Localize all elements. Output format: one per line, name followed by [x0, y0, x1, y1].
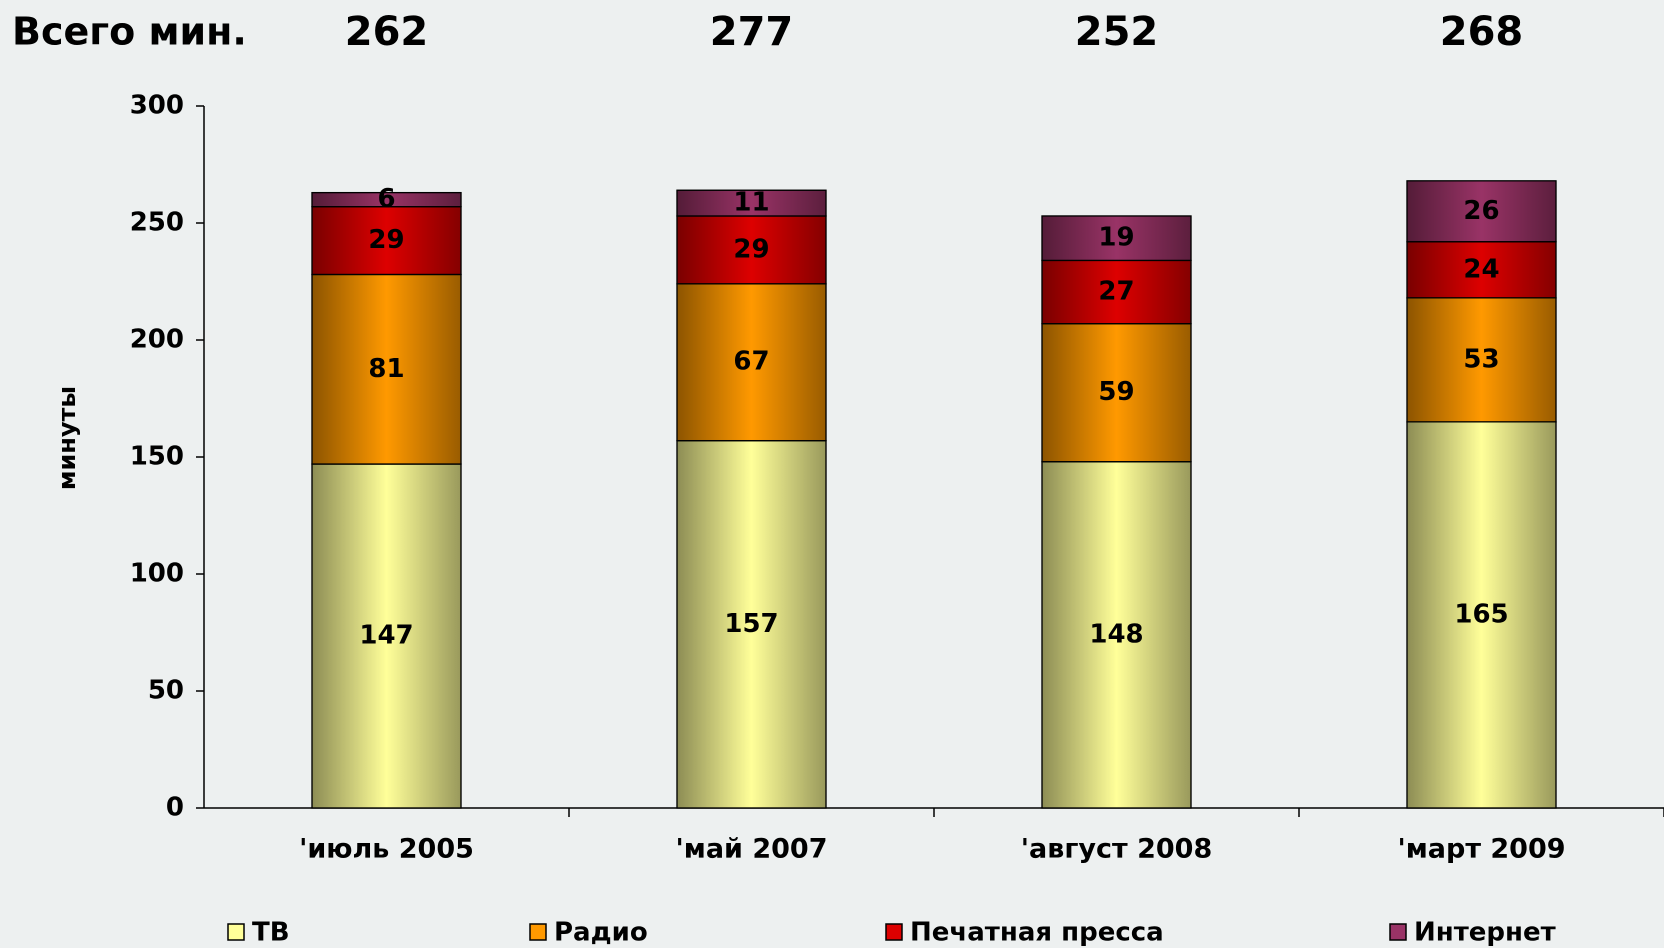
- legend-swatch: [227, 923, 245, 941]
- data-label: 157: [724, 609, 778, 639]
- x-tick-label: 'август 2008: [1021, 834, 1212, 865]
- bar-shade: [1041, 461, 1192, 809]
- x-tick-label: 'март 2009: [1397, 834, 1565, 865]
- bar-shade: [1041, 259, 1192, 325]
- data-label: 165: [1454, 599, 1508, 629]
- y-tick-label: 50: [148, 676, 184, 706]
- total-label: 262: [345, 9, 429, 55]
- data-label: 29: [733, 234, 769, 264]
- y-tick-label: 100: [130, 559, 184, 589]
- legend-swatch: [1389, 923, 1407, 941]
- data-label: 26: [1463, 196, 1499, 226]
- y-axis-label: минуты: [53, 386, 81, 490]
- legend-swatch: [529, 923, 547, 941]
- data-label: 27: [1098, 277, 1134, 307]
- bar-shade: [1406, 180, 1557, 243]
- y-tick-label: 250: [130, 208, 184, 238]
- data-label: 24: [1463, 254, 1499, 284]
- bar-shade: [1041, 215, 1192, 262]
- legend-label: Радио: [554, 918, 648, 948]
- total-label: 277: [710, 9, 794, 55]
- data-label: 147: [359, 621, 413, 651]
- bar-shade: [311, 463, 462, 809]
- x-tick-label: 'май 2007: [675, 834, 827, 865]
- bar-shade: [676, 189, 827, 217]
- legend-swatch: [885, 923, 903, 941]
- data-label: 29: [368, 225, 404, 255]
- data-label: 67: [733, 347, 769, 377]
- bar-shade: [311, 206, 462, 276]
- bar-shade: [676, 283, 827, 442]
- data-label: 53: [1463, 344, 1499, 374]
- x-tick-label: 'июль 2005: [299, 834, 474, 865]
- totals-label: Всего мин.: [12, 10, 247, 54]
- total-label: 268: [1440, 9, 1524, 55]
- legend-label: Печатная пресса: [910, 918, 1164, 948]
- bar-shade: [1406, 297, 1557, 423]
- total-label: 252: [1075, 9, 1159, 55]
- bar-shade: [676, 215, 827, 285]
- legend-label: ТВ: [252, 918, 290, 948]
- legend-label: Интернет: [1414, 918, 1556, 948]
- data-label: 19: [1098, 223, 1134, 253]
- y-tick-label: 200: [130, 325, 184, 355]
- data-label: 59: [1098, 377, 1134, 407]
- bar-shade: [1406, 421, 1557, 809]
- bar-shade: [311, 191, 462, 208]
- y-tick-label: 0: [166, 793, 184, 823]
- data-label: 6: [377, 184, 395, 214]
- y-tick-label: 300: [130, 91, 184, 121]
- data-label: 11: [733, 188, 769, 218]
- y-tick-label: 150: [130, 442, 184, 472]
- bar-shade: [1406, 241, 1557, 299]
- bar-shade: [676, 440, 827, 809]
- data-label: 81: [368, 354, 404, 384]
- bar-shade: [1041, 323, 1192, 463]
- data-label: 148: [1089, 619, 1143, 649]
